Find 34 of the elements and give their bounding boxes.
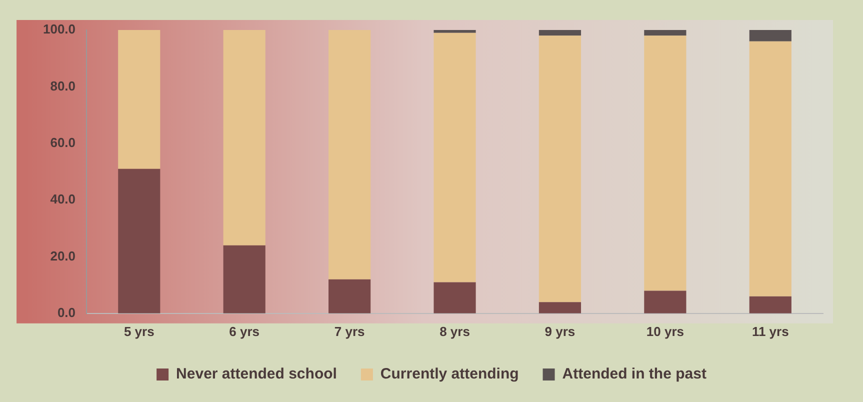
bar (118, 30, 160, 169)
x-tick-label: 8 yrs (440, 324, 470, 339)
bar (118, 168, 160, 314)
bar (749, 296, 792, 314)
y-tick-label: 80.0 (50, 78, 76, 94)
bar (434, 30, 476, 33)
bar (644, 290, 686, 314)
bar (223, 245, 266, 314)
x-tick-label: 5 yrs (124, 324, 154, 339)
y-tick-label: 40.0 (50, 192, 76, 207)
legend-label: Currently attending (380, 366, 519, 383)
bar (749, 30, 792, 42)
bar (749, 41, 792, 296)
bar (538, 302, 582, 314)
legend-label: Never attended school (176, 366, 337, 383)
y-tick-label: 0.0 (57, 304, 76, 320)
x-tick-label: 9 yrs (544, 324, 576, 339)
bar (644, 30, 686, 36)
x-tick-label: 10 yrs (646, 324, 684, 339)
bar (538, 36, 582, 302)
x-tick-label: 7 yrs (334, 324, 365, 339)
bar (644, 36, 686, 291)
bar (328, 30, 371, 280)
bar (328, 279, 371, 314)
bar (223, 30, 266, 246)
y-tick-label: 20.0 (50, 248, 76, 264)
legend-label: Attended in the past (562, 366, 706, 383)
bar (434, 282, 476, 314)
bar (538, 30, 582, 36)
x-tick-label: 11 yrs (752, 324, 789, 339)
x-tick-label: 6 yrs (229, 324, 260, 339)
y-tick-label: 100.0 (42, 22, 76, 37)
bar (434, 32, 476, 282)
y-tick-label: 60.0 (50, 134, 76, 150)
